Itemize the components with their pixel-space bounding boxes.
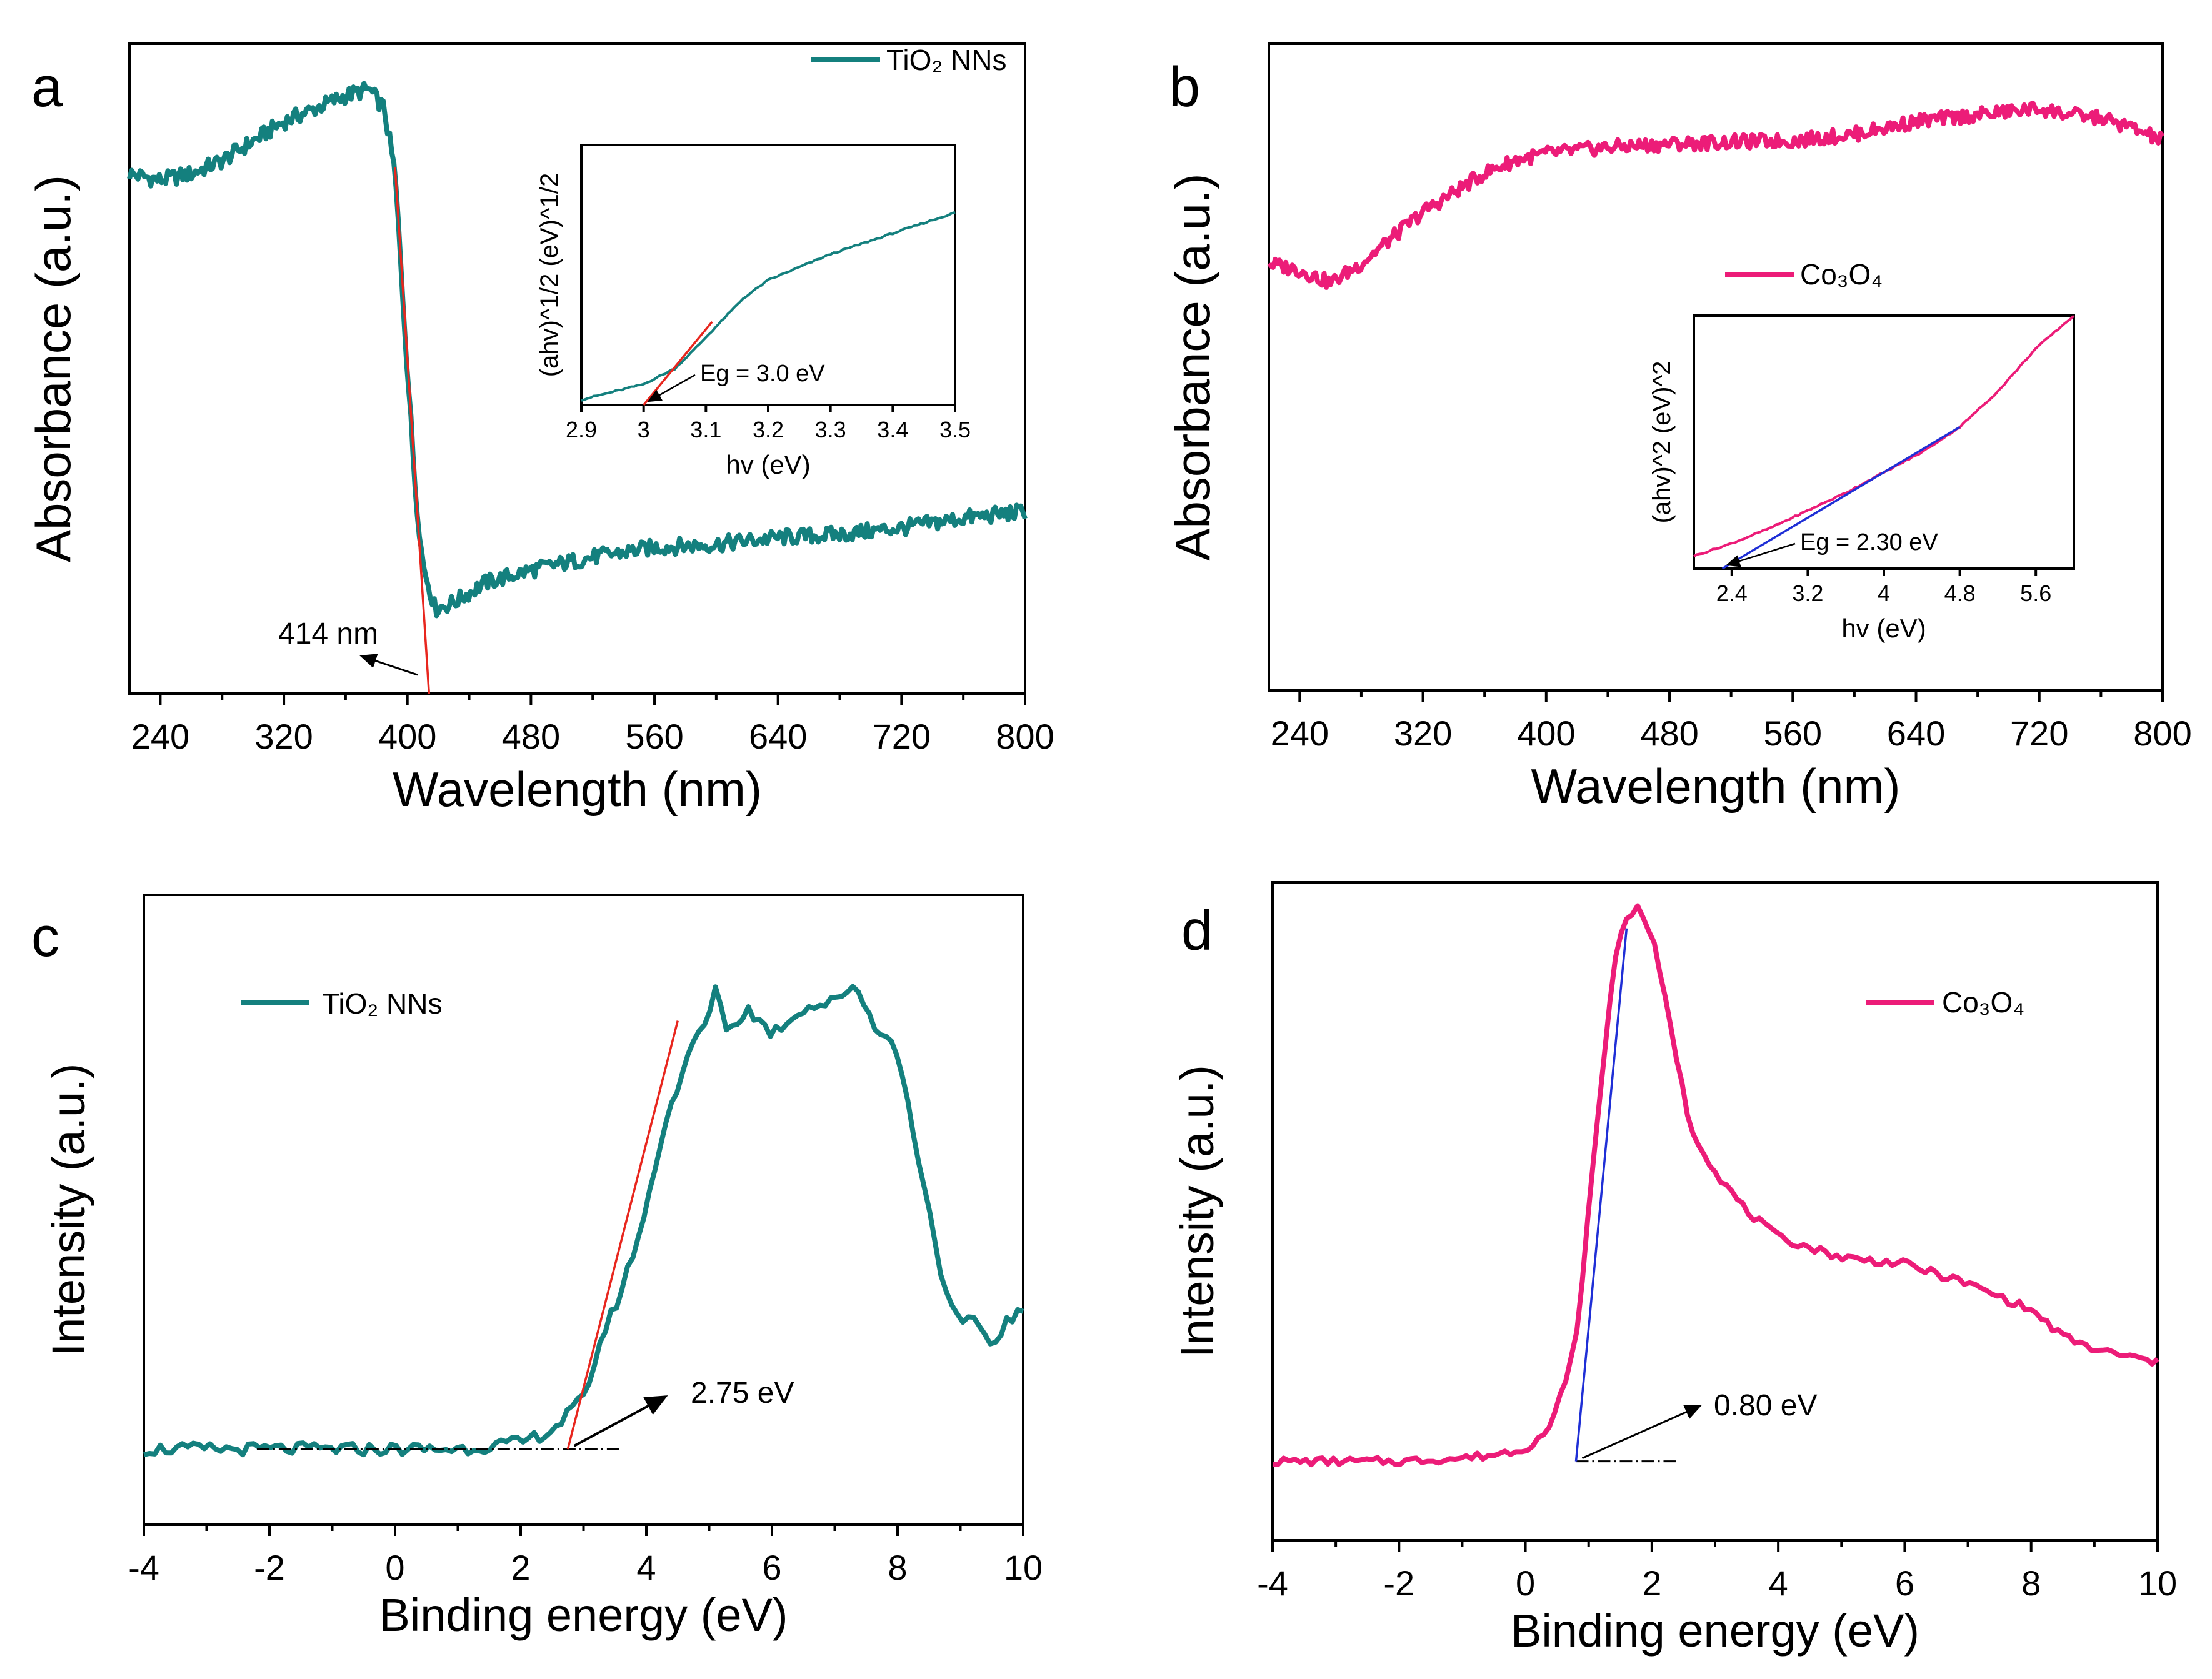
- x-tick-label: 800: [996, 717, 1054, 756]
- x-tick-label: 0: [1516, 1563, 1535, 1603]
- x-tick-label: 240: [1271, 714, 1329, 753]
- x-tick-label: 720: [873, 717, 931, 756]
- inset-x-title: hv (eV): [726, 450, 810, 479]
- x-axis-title: Wavelength (nm): [1531, 759, 1901, 814]
- fit-line: [394, 167, 431, 694]
- inset-x-tick-label: 4.8: [1944, 580, 1976, 606]
- x-tick-label: 320: [1394, 714, 1452, 753]
- panel-label-b: b: [1169, 56, 1200, 119]
- panel-b: 240 320 400 480 560 640 720 800 Wavelength (nm) A…: [1165, 42, 2192, 814]
- legend-label-d: Co₃O₄: [1942, 986, 2024, 1019]
- x-tick-label: -4: [128, 1548, 159, 1587]
- x-tick-label: 480: [1640, 714, 1698, 753]
- x-tick-label: 8: [2021, 1563, 2041, 1603]
- inset-eg-label: Eg = 2.30 eV: [1800, 529, 1938, 556]
- inset-data-line: [1693, 314, 2075, 558]
- inset-x-title: hv (eV): [1841, 614, 1926, 643]
- inset-x-tick-label: 4: [1878, 580, 1890, 606]
- inset-x-tick-label: 3.2: [1792, 580, 1823, 606]
- x-tick-label: -4: [1257, 1563, 1288, 1603]
- panel-label-c: c: [31, 906, 59, 969]
- x-tick-label: 8: [888, 1548, 907, 1587]
- x-tick-label: 2: [1642, 1563, 1661, 1603]
- inset-x-tick-label: 3: [638, 417, 650, 442]
- y-axis-title: Absorbance (a.u.): [1165, 173, 1220, 560]
- x-tick-label: 400: [1517, 714, 1575, 753]
- data-line: [127, 81, 1028, 619]
- panel-a: 240 320 400 480 560 640 720 800 Wavelength (nm) A…: [26, 42, 1054, 817]
- inset-eg-label: Eg = 3.0 eV: [700, 361, 825, 387]
- inset-x-tick-label: 3.5: [939, 417, 971, 442]
- inset-x-tick-label: 3.2: [753, 417, 784, 442]
- x-axis-title: Wavelength (nm): [393, 762, 762, 817]
- x-tick-label: 2: [511, 1548, 530, 1587]
- inset-arrow: [647, 374, 696, 402]
- legend-label-c: TiO₂ NNs: [322, 987, 442, 1020]
- inset-fit-line: [1721, 426, 1961, 570]
- y-axis-title: Intensity (a.u.): [1171, 1065, 1223, 1358]
- inset-x-tick-label: 2.4: [1716, 580, 1748, 606]
- x-tick-label: 640: [749, 717, 807, 756]
- plot-frame: [128, 42, 1026, 695]
- inset-x-tick-label: 5.6: [2020, 580, 2051, 606]
- fit-line: [1574, 928, 1628, 1462]
- x-tick-label: 560: [1764, 714, 1822, 753]
- x-tick-label: 4: [1769, 1563, 1788, 1603]
- x-tick-label: 6: [1895, 1563, 1914, 1603]
- annotation-arrow: [1581, 1405, 1702, 1460]
- data-line: [1267, 100, 2165, 290]
- x-tick-label: 10: [1004, 1548, 1043, 1587]
- inset-data-line: [581, 211, 956, 402]
- annotation-label: 2.75 eV: [691, 1377, 794, 1410]
- x-tick-label: -2: [1383, 1563, 1414, 1603]
- x-tick-label: 240: [131, 717, 189, 756]
- x-tick-label: 400: [378, 717, 436, 756]
- x-tick-label: 0: [385, 1548, 404, 1587]
- plot-frame: [143, 894, 1024, 1526]
- panel-label-d: d: [1181, 900, 1213, 962]
- inset-y-title: (ahv)^1/2 (eV)^1/2: [536, 173, 563, 377]
- x-tick-label: 4: [636, 1548, 656, 1587]
- annotation-arrow: [573, 1395, 668, 1447]
- panel-c: -4 -2 0 2 4 6 8 10 Binding energy (eV) Intensity …: [43, 894, 1043, 1641]
- x-tick-label: 6: [762, 1548, 781, 1587]
- y-axis-title: Intensity (a.u.): [43, 1064, 94, 1357]
- x-tick-label: 560: [625, 717, 683, 756]
- x-tick-label: 320: [254, 717, 313, 756]
- x-tick-label: 800: [2133, 714, 2191, 753]
- annotation-arrow: [359, 654, 418, 676]
- inset-x-tick-label: 2.9: [566, 417, 597, 442]
- legend-label-a: TiO₂ NNs: [886, 44, 1006, 76]
- inset-y-title: (ahv)^2 (eV)^2: [1648, 361, 1676, 524]
- plot-frame: [1271, 881, 2159, 1542]
- inset-x-tick-label: 3.1: [690, 417, 721, 442]
- x-tick-label: 480: [502, 717, 560, 756]
- plot-frame: [1268, 42, 2164, 692]
- fit-line: [566, 1020, 679, 1450]
- x-axis-title: Binding energy (eV): [379, 1589, 788, 1641]
- inset-arrow: [1726, 542, 1796, 567]
- annotation-label: 0.80 eV: [1714, 1389, 1817, 1422]
- data-line: [143, 984, 1024, 1458]
- annotation-label: 414 nm: [278, 617, 378, 650]
- x-tick-label: 720: [2010, 714, 2068, 753]
- panel-label-a: a: [31, 56, 63, 119]
- y-axis-title: Absorbance (a.u.): [26, 175, 81, 562]
- x-tick-label: -2: [254, 1548, 285, 1587]
- x-tick-label: 640: [1887, 714, 1945, 753]
- inset-x-tick-label: 3.4: [877, 417, 908, 442]
- panel-d: -4 -2 0 2 4 6 8 10 Binding energy (eV) Intensity …: [1171, 881, 2177, 1657]
- x-axis-title: Binding energy (eV): [1511, 1605, 1919, 1657]
- x-tick-label: 10: [2138, 1563, 2177, 1603]
- data-line: [1272, 903, 2159, 1468]
- inset-x-tick-label: 3.3: [815, 417, 846, 442]
- legend-label-b: Co₃O₄: [1800, 258, 1883, 291]
